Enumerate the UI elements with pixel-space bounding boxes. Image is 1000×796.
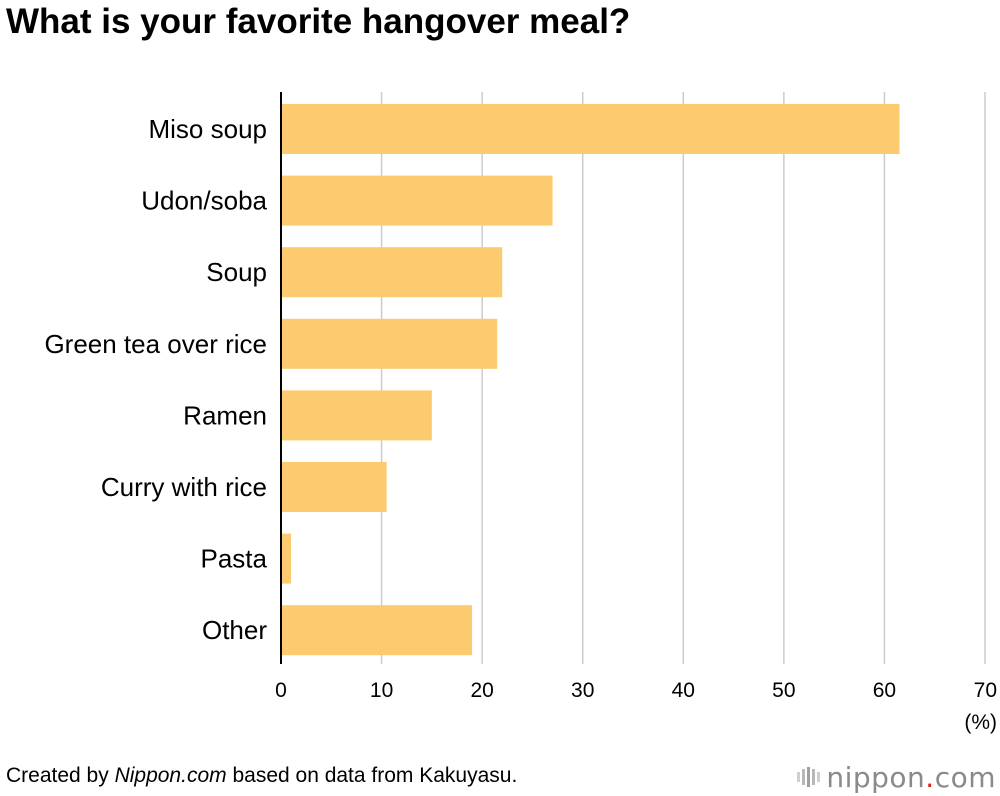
- category-label: Pasta: [201, 544, 268, 574]
- category-label: Other: [202, 615, 267, 645]
- bar: [281, 175, 553, 226]
- bar: [281, 462, 387, 512]
- bar: [281, 247, 503, 298]
- category-label: Ramen: [183, 400, 267, 430]
- category-label: Curry with rice: [101, 472, 267, 502]
- credit-site: Nippon.com: [114, 764, 227, 787]
- x-tick-label: 10: [370, 679, 393, 702]
- x-tick-label: 0: [275, 679, 287, 702]
- x-tick-label: 50: [772, 679, 795, 702]
- bar-chart: 0 10 20 30 40 50 60 70 (%) Miso soup Udon/soba Soup…: [44, 92, 997, 734]
- category-label: Green tea over rice: [44, 329, 267, 359]
- x-tick-label: 60: [873, 679, 896, 702]
- x-tick-label: 30: [571, 679, 594, 702]
- credit-prefix: Created by: [6, 764, 115, 787]
- bar: [281, 605, 473, 656]
- credit-suffix: based on data from Kakuyasu.: [226, 764, 518, 787]
- bar: [281, 533, 292, 584]
- bar: [281, 104, 900, 154]
- x-tick-label: 70: [974, 679, 997, 702]
- logo-bars-icon: [797, 767, 821, 787]
- category-label: Miso soup: [149, 114, 268, 144]
- source-credit: Created by Nippon.com based on data from…: [6, 764, 517, 788]
- x-tick-label: 40: [672, 679, 695, 702]
- chart-title: What is your favorite hangover meal?: [6, 2, 631, 41]
- bar: [281, 390, 432, 441]
- bar: [281, 318, 498, 369]
- logo-text: nippon.com: [826, 761, 996, 794]
- x-tick-label: 20: [470, 679, 493, 702]
- nippon-logo: nippon.com: [796, 760, 996, 794]
- logo-word: nippon: [826, 760, 926, 794]
- category-label: Udon/soba: [141, 186, 267, 216]
- x-unit-label: (%): [964, 711, 997, 734]
- category-label: Soup: [206, 257, 267, 287]
- logo-tld: com: [934, 760, 996, 794]
- logo-dot: .: [925, 760, 935, 794]
